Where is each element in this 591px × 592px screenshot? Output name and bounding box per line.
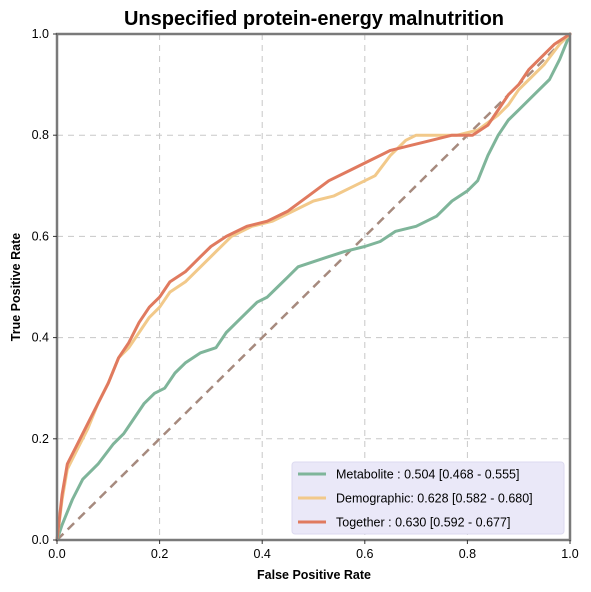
x-tick-label: 0.0 [48,547,65,561]
x-tick-label: 0.8 [459,547,476,561]
y-tick-label: 1.0 [32,27,49,41]
x-tick-label: 0.2 [151,547,168,561]
grid [57,34,570,540]
chart-title: Unspecified protein-energy malnutrition [124,8,504,30]
y-tick-label: 0.8 [32,128,49,142]
x-axis-label: False Positive Rate [257,568,371,582]
legend-entry: Metabolite : 0.504 [0.468 - 0.555] [336,468,519,482]
series-lines [55,32,572,542]
y-tick-label: 0.0 [32,533,49,547]
diagonal-line [56,33,571,541]
plot-frame [55,32,572,542]
diagonal-reference [56,33,571,541]
legend-box [291,461,565,535]
y-tick-label: 0.6 [32,229,49,243]
y-tick-label: 0.4 [32,331,49,345]
series-line-together [55,32,572,542]
axis-ticks: 0.0 0.2 0.4 0.6 0.8 1.0 0.0 0.2 0.4 0.6 0.8 1.0 [32,27,579,561]
series-line-metabolite [55,32,572,542]
x-tick-label: 0.4 [254,547,271,561]
y-tick-label: 0.2 [32,432,49,446]
x-tick-label: 0.6 [356,547,373,561]
legend-entry: Demographic: 0.628 [0.582 - 0.680] [336,492,533,506]
x-tick-label: 1.0 [561,547,578,561]
legend-entry: Together : 0.630 [0.592 - 0.677] [336,516,510,530]
legend: Metabolite : 0.504 [0.468 - 0.555] Demogr… [291,461,565,535]
y-axis-label: True Positive Rate [9,233,23,341]
